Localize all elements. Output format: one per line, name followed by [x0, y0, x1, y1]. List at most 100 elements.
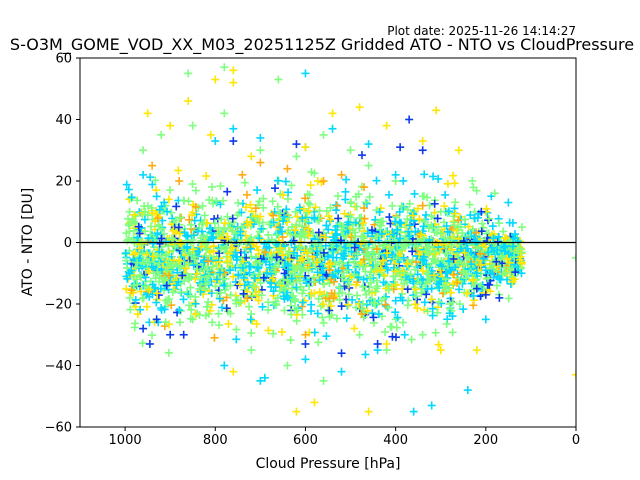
plot-area — [79, 57, 577, 428]
cloud-point — [325, 294, 334, 303]
cloud-point — [319, 248, 328, 257]
cloud-point — [344, 280, 353, 289]
cloud-point — [326, 260, 335, 269]
cloud-point — [196, 272, 205, 281]
cloud-point — [133, 196, 142, 205]
cloud-point — [499, 251, 508, 260]
cloud-point — [377, 266, 386, 275]
cloud-point — [441, 287, 450, 296]
cloud-point — [203, 244, 212, 253]
cloud-point — [208, 318, 217, 327]
cloud-point — [517, 259, 526, 268]
cloud-point — [131, 295, 140, 304]
cloud-point — [162, 250, 171, 259]
cloud-point — [345, 275, 354, 284]
cloud-point — [365, 273, 374, 282]
cloud-point — [503, 275, 512, 284]
cloud-point — [203, 265, 212, 274]
data-point-lime — [364, 161, 373, 170]
cloud-point — [296, 256, 305, 265]
cloud-point — [231, 248, 240, 257]
cloud-point — [443, 274, 452, 283]
cloud-point — [240, 178, 249, 187]
data-point-lime — [517, 223, 526, 232]
cloud-point — [214, 309, 223, 318]
cloud-point — [259, 203, 268, 212]
cloud-point — [271, 262, 280, 271]
cloud-point — [304, 198, 313, 207]
cloud-point — [359, 282, 368, 291]
cloud-point — [411, 300, 420, 309]
cloud-point — [175, 213, 184, 222]
cloud-point — [482, 229, 491, 238]
cloud-point — [376, 204, 385, 213]
cloud-point — [298, 298, 307, 307]
data-point-lime — [319, 376, 328, 385]
cloud-point — [138, 249, 147, 258]
data-point-cyan — [409, 407, 418, 416]
cloud-point — [342, 266, 351, 275]
cloud-point — [400, 279, 409, 288]
cloud-point — [386, 322, 395, 331]
data-point-yellow — [229, 78, 238, 87]
data-point-yellow — [229, 66, 238, 75]
cloud-point — [221, 274, 230, 283]
cloud-point — [411, 227, 420, 236]
cloud-point — [122, 256, 131, 265]
cloud-point — [441, 269, 450, 278]
cloud-point — [310, 214, 319, 223]
cloud-point — [396, 293, 405, 302]
data-point-lime — [247, 346, 256, 355]
cloud-point — [501, 233, 510, 242]
cloud-point — [424, 243, 433, 252]
cloud-point — [504, 294, 513, 303]
cloud-point — [273, 294, 282, 303]
cloud-point — [269, 329, 278, 338]
cloud-point — [135, 271, 144, 280]
cloud-point — [388, 250, 397, 259]
cloud-point — [359, 262, 368, 271]
data-point-blue — [472, 284, 481, 293]
cloud-point — [389, 230, 398, 239]
cloud-point — [280, 212, 289, 221]
cloud-point — [241, 203, 250, 212]
cloud-point — [216, 182, 225, 191]
cloud-point — [204, 257, 213, 266]
cloud-point — [400, 269, 409, 278]
cloud-point — [434, 174, 443, 183]
cloud-point — [201, 280, 210, 289]
data-point-blue — [396, 143, 405, 152]
cloud-point — [264, 305, 273, 314]
cloud-point — [204, 271, 213, 280]
cloud-point — [245, 262, 254, 271]
cloud-point — [178, 245, 187, 254]
cloud-point — [130, 226, 139, 235]
cloud-point — [133, 233, 142, 242]
cloud-point — [210, 219, 219, 228]
cloud-point — [508, 277, 517, 286]
cloud-point — [130, 319, 139, 328]
cloud-point — [242, 190, 251, 199]
cloud-point — [383, 249, 392, 258]
cloud-point — [142, 250, 151, 259]
cloud-point — [167, 234, 176, 243]
cloud-point — [161, 296, 170, 305]
cloud-point — [342, 314, 351, 323]
cloud-point — [409, 216, 418, 225]
cloud-point — [280, 306, 289, 315]
cloud-point — [193, 227, 202, 236]
cloud-point — [425, 248, 434, 257]
cloud-point — [246, 200, 255, 209]
cloud-point — [488, 222, 497, 231]
cloud-point — [171, 228, 180, 237]
cloud-point — [397, 219, 406, 228]
cloud-point — [499, 227, 508, 236]
cloud-point — [312, 247, 321, 256]
cloud-point — [486, 269, 495, 278]
cloud-point — [362, 199, 371, 208]
cloud-point — [279, 190, 288, 199]
cloud-point — [223, 212, 232, 221]
data-point-yellow — [418, 137, 427, 146]
cloud-point — [144, 234, 153, 243]
